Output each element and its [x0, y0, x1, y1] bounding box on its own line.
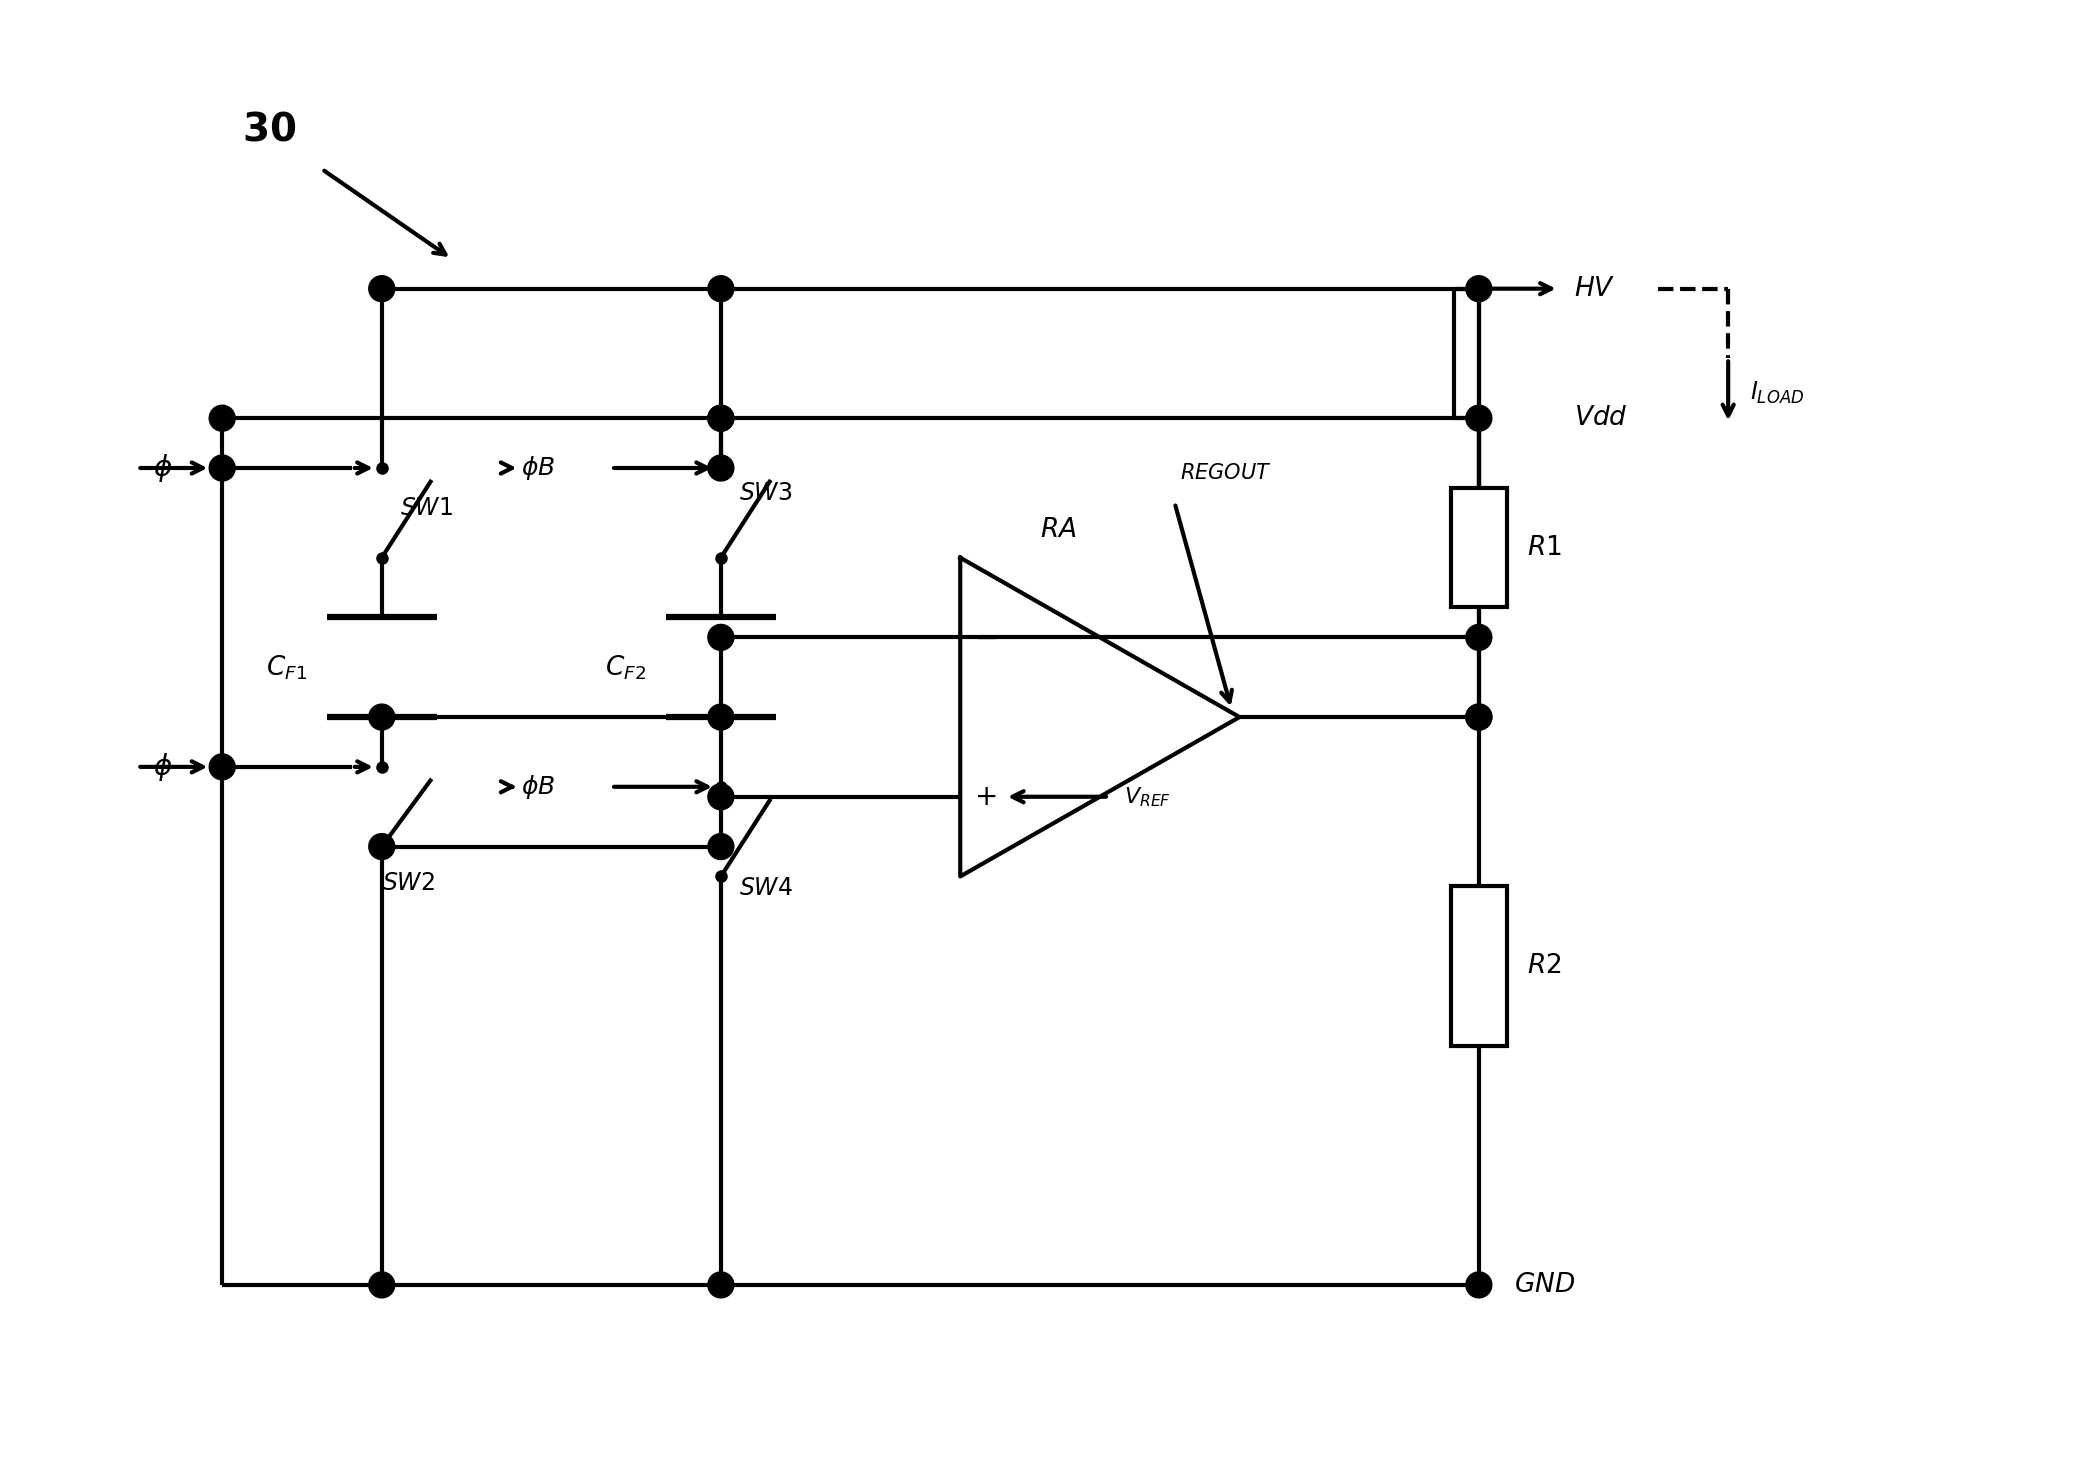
Text: $R2$: $R2$: [1526, 954, 1562, 978]
Text: $SW1$: $SW1$: [399, 496, 454, 519]
Text: $SW3$: $SW3$: [738, 481, 792, 505]
Circle shape: [1466, 704, 1491, 731]
Text: $Vdd$: $Vdd$: [1575, 405, 1627, 431]
Circle shape: [709, 783, 734, 810]
Circle shape: [1466, 704, 1491, 731]
Circle shape: [368, 1272, 395, 1298]
Circle shape: [209, 405, 234, 431]
Text: $+$: $+$: [974, 783, 995, 811]
Text: $SW4$: $SW4$: [738, 876, 792, 901]
Circle shape: [1466, 625, 1491, 650]
Text: $SW2$: $SW2$: [383, 871, 435, 895]
Circle shape: [1466, 276, 1491, 302]
Circle shape: [209, 754, 234, 780]
Circle shape: [709, 455, 734, 481]
Text: $HV$: $HV$: [1575, 276, 1614, 302]
Circle shape: [709, 405, 734, 431]
Circle shape: [709, 276, 734, 302]
Circle shape: [368, 833, 395, 860]
Text: $\phi$: $\phi$: [153, 751, 171, 783]
Text: $\mathbf{30}$: $\mathbf{30}$: [243, 110, 297, 148]
Text: $I_{LOAD}$: $I_{LOAD}$: [1750, 380, 1805, 406]
Text: $R1$: $R1$: [1526, 534, 1562, 560]
Circle shape: [709, 1272, 734, 1298]
FancyBboxPatch shape: [1451, 489, 1508, 607]
Text: $\phi B$: $\phi B$: [521, 453, 556, 483]
Circle shape: [368, 704, 395, 731]
Text: $GND$: $GND$: [1514, 1272, 1575, 1298]
Text: $V_{REF}$: $V_{REF}$: [1123, 785, 1171, 808]
FancyBboxPatch shape: [1451, 886, 1508, 1046]
Text: $RA$: $RA$: [1039, 516, 1077, 543]
Circle shape: [368, 276, 395, 302]
Circle shape: [1466, 1272, 1491, 1298]
Circle shape: [209, 455, 234, 481]
Circle shape: [709, 833, 734, 860]
Circle shape: [709, 625, 734, 650]
Text: $C_{F1}$: $C_{F1}$: [266, 653, 307, 682]
Text: $-$: $-$: [974, 623, 995, 651]
Circle shape: [709, 704, 734, 731]
Text: $\phi$: $\phi$: [153, 452, 171, 484]
Text: $\phi B$: $\phi B$: [521, 773, 556, 801]
Circle shape: [709, 405, 734, 431]
Circle shape: [1466, 405, 1491, 431]
Text: $C_{F2}$: $C_{F2}$: [604, 653, 646, 682]
Text: $REGOUT$: $REGOUT$: [1179, 464, 1271, 483]
